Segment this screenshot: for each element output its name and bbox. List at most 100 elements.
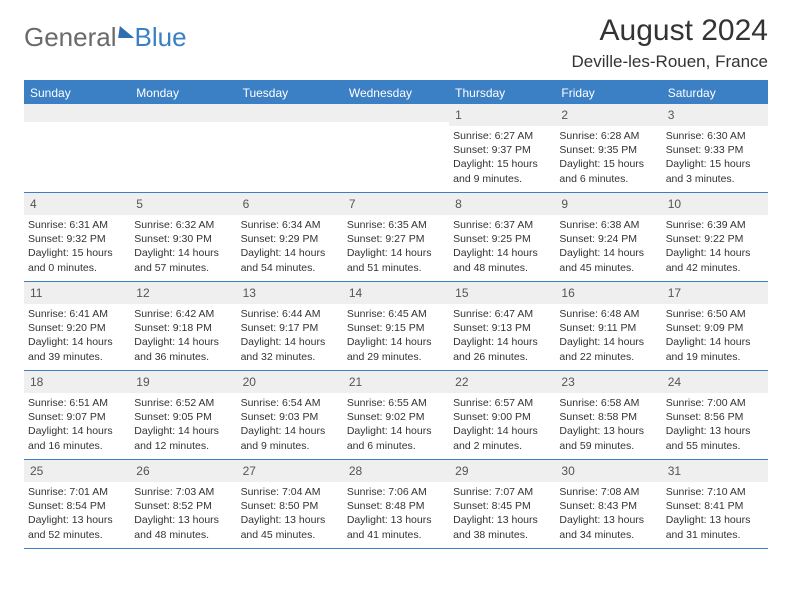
daynum-row: 11 — [24, 282, 130, 304]
day-cell: 22Sunrise: 6:57 AMSunset: 9:00 PMDayligh… — [449, 371, 555, 459]
day-info: Sunrise: 6:44 AMSunset: 9:17 PMDaylight:… — [241, 307, 339, 364]
day-info: Sunrise: 7:07 AMSunset: 8:45 PMDaylight:… — [453, 485, 551, 542]
day-cell: 12Sunrise: 6:42 AMSunset: 9:18 PMDayligh… — [130, 282, 236, 370]
day-cell: 4Sunrise: 6:31 AMSunset: 9:32 PMDaylight… — [24, 193, 130, 281]
brand-part2: Blue — [135, 22, 187, 53]
daynum-row: 10 — [662, 193, 768, 215]
day-cell: 30 Sunrise: 7:08 AMSunset: 8:43 PMDayligh… — [555, 460, 661, 548]
daynum-row: 9 — [555, 193, 661, 215]
day-cell: 10 Sunrise: 6:39 AMSunset: 9:22 PMDayligh… — [662, 193, 768, 281]
day-cell: 15 Sunrise: 6:47 AMSunset: 9:13 PMDayligh… — [449, 282, 555, 370]
day-number: 9 — [561, 197, 568, 211]
day-cell: 8Sunrise: 6:37 AMSunset: 9:25 PMDaylight… — [449, 193, 555, 281]
day-number: 17 — [668, 286, 681, 300]
day-info: Sunrise: 7:00 AMSunset: 8:56 PMDaylight:… — [666, 396, 764, 453]
day-number: 13 — [243, 286, 256, 300]
month-title: August 2024 — [571, 14, 768, 48]
day-number: 20 — [243, 375, 256, 389]
daynum-row: 12 — [130, 282, 236, 304]
day-cell: 5Sunrise: 6:32 AMSunset: 9:30 PMDaylight… — [130, 193, 236, 281]
day-number: 16 — [561, 286, 574, 300]
day-info: Sunrise: 6:27 AMSunset: 9:37 PMDaylight:… — [453, 129, 551, 186]
daynum-row: 13 — [237, 282, 343, 304]
day-number: 18 — [30, 375, 43, 389]
day-cell: 9Sunrise: 6:38 AMSunset: 9:24 PMDaylight… — [555, 193, 661, 281]
day-info: Sunrise: 7:04 AMSunset: 8:50 PMDaylight:… — [241, 485, 339, 542]
day-number: 30 — [561, 464, 574, 478]
daynum-row: 3 — [662, 104, 768, 126]
daynum-row: 24 — [662, 371, 768, 393]
day-info: Sunrise: 6:47 AMSunset: 9:13 PMDaylight:… — [453, 307, 551, 364]
day-cell: 7 Sunrise: 6:35 AMSunset: 9:27 PMDaylight… — [343, 193, 449, 281]
day-number: 25 — [30, 464, 43, 478]
day-info: Sunrise: 7:08 AMSunset: 8:43 PMDaylight:… — [559, 485, 657, 542]
day-cell: 3Sunrise: 6:30 AMSunset: 9:33 PMDaylight… — [662, 104, 768, 192]
daynum-row: 6 — [237, 193, 343, 215]
daynum-row: 30 — [555, 460, 661, 482]
day-info: Sunrise: 6:55 AMSunset: 9:02 PMDaylight:… — [347, 396, 445, 453]
daynum-row: 28 — [343, 460, 449, 482]
week-row: 1Sunrise: 6:27 AMSunset: 9:37 PMDaylight… — [24, 104, 768, 193]
day-info: Sunrise: 6:28 AMSunset: 9:35 PMDaylight:… — [559, 129, 657, 186]
daynum-row: 21 — [343, 371, 449, 393]
day-cell: 2 Sunrise: 6:28 AMSunset: 9:35 PMDaylight… — [555, 104, 661, 192]
day-cell: 19Sunrise: 6:52 AMSunset: 9:05 PMDayligh… — [130, 371, 236, 459]
dow-saturday: Saturday — [662, 82, 768, 104]
day-cell: 29 Sunrise: 7:07 AMSunset: 8:45 PMDayligh… — [449, 460, 555, 548]
calendar: SundayMondayTuesdayWednesdayThursdayFrid… — [24, 80, 768, 549]
day-cell: 18 Sunrise: 6:51 AMSunset: 9:07 PMDayligh… — [24, 371, 130, 459]
daynum-row — [24, 104, 130, 122]
week-row: 11Sunrise: 6:41 AMSunset: 9:20 PMDayligh… — [24, 282, 768, 371]
day-cell: 17 Sunrise: 6:50 AMSunset: 9:09 PMDayligh… — [662, 282, 768, 370]
daynum-row: 14 — [343, 282, 449, 304]
daynum-row: 16 — [555, 282, 661, 304]
day-number: 10 — [668, 197, 681, 211]
daynum-row: 15 — [449, 282, 555, 304]
blank-cell — [237, 104, 343, 192]
day-number: 2 — [561, 108, 568, 122]
calendar-grid: 1Sunrise: 6:27 AMSunset: 9:37 PMDaylight… — [24, 104, 768, 549]
daynum-row: 23 — [555, 371, 661, 393]
dow-row: SundayMondayTuesdayWednesdayThursdayFrid… — [24, 82, 768, 104]
day-info: Sunrise: 6:35 AMSunset: 9:27 PMDaylight:… — [347, 218, 445, 275]
day-info: Sunrise: 6:50 AMSunset: 9:09 PMDaylight:… — [666, 307, 764, 364]
day-info: Sunrise: 6:39 AMSunset: 9:22 PMDaylight:… — [666, 218, 764, 275]
day-cell: 28Sunrise: 7:06 AMSunset: 8:48 PMDayligh… — [343, 460, 449, 548]
daynum-row: 31 — [662, 460, 768, 482]
day-info: Sunrise: 6:51 AMSunset: 9:07 PMDaylight:… — [28, 396, 126, 453]
daynum-row: 17 — [662, 282, 768, 304]
daynum-row — [343, 104, 449, 122]
title-block: August 2024 Deville-les-Rouen, France — [571, 14, 768, 72]
day-number: 26 — [136, 464, 149, 478]
header: General Blue August 2024 Deville-les-Rou… — [24, 14, 768, 72]
blank-cell — [130, 104, 236, 192]
day-number: 23 — [561, 375, 574, 389]
day-info: Sunrise: 7:01 AMSunset: 8:54 PMDaylight:… — [28, 485, 126, 542]
daynum-row: 8 — [449, 193, 555, 215]
daynum-row: 19 — [130, 371, 236, 393]
day-cell: 25 Sunrise: 7:01 AMSunset: 8:54 PMDayligh… — [24, 460, 130, 548]
day-cell: 31Sunrise: 7:10 AMSunset: 8:41 PMDayligh… — [662, 460, 768, 548]
day-info: Sunrise: 6:54 AMSunset: 9:03 PMDaylight:… — [241, 396, 339, 453]
blank-cell — [343, 104, 449, 192]
day-number: 28 — [349, 464, 362, 478]
daynum-row: 5 — [130, 193, 236, 215]
day-cell: 13 Sunrise: 6:44 AMSunset: 9:17 PMDayligh… — [237, 282, 343, 370]
week-row: 4Sunrise: 6:31 AMSunset: 9:32 PMDaylight… — [24, 193, 768, 282]
day-number: 6 — [243, 197, 250, 211]
dow-sunday: Sunday — [24, 82, 130, 104]
dow-monday: Monday — [130, 82, 236, 104]
day-number: 22 — [455, 375, 468, 389]
daynum-row — [237, 104, 343, 122]
day-number: 7 — [349, 197, 356, 211]
brand-mark-icon — [118, 26, 136, 38]
day-cell: 11Sunrise: 6:41 AMSunset: 9:20 PMDayligh… — [24, 282, 130, 370]
location: Deville-les-Rouen, France — [571, 52, 768, 72]
daynum-row: 29 — [449, 460, 555, 482]
day-cell: 21 Sunrise: 6:55 AMSunset: 9:02 PMDayligh… — [343, 371, 449, 459]
day-number: 24 — [668, 375, 681, 389]
week-row: 25 Sunrise: 7:01 AMSunset: 8:54 PMDayligh… — [24, 460, 768, 549]
daynum-row: 26 — [130, 460, 236, 482]
daynum-row: 22 — [449, 371, 555, 393]
day-info: Sunrise: 7:03 AMSunset: 8:52 PMDaylight:… — [134, 485, 232, 542]
